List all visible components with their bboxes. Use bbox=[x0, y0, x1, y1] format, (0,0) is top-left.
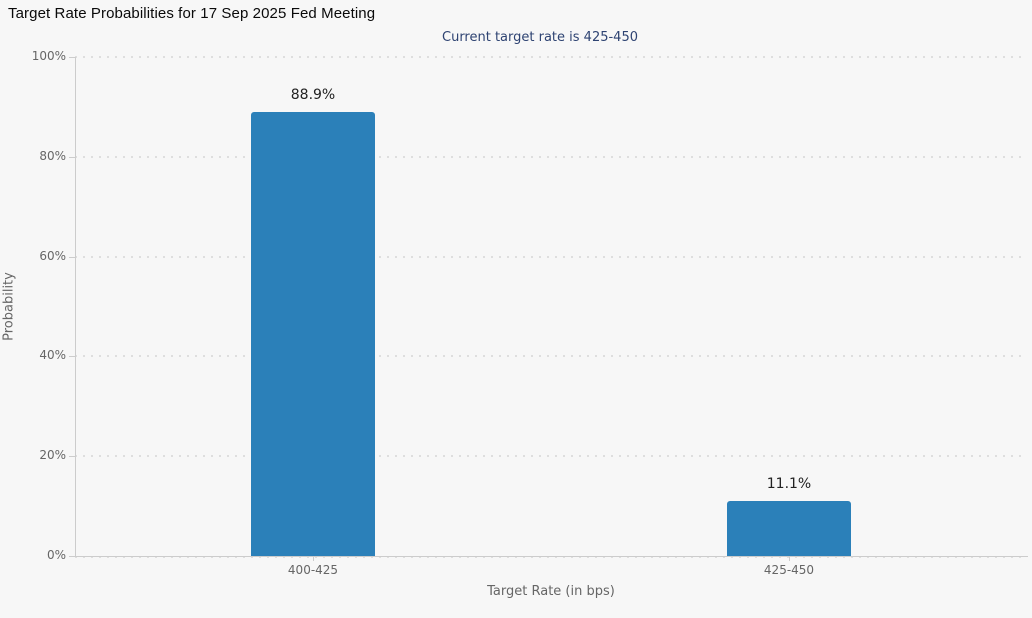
y-axis-tick bbox=[69, 556, 75, 557]
gridline-20% bbox=[75, 455, 1027, 458]
x-axis-tick bbox=[789, 557, 790, 561]
gridline-80% bbox=[75, 155, 1027, 158]
y-axis-tick bbox=[69, 57, 75, 58]
y-tick-label-0%: 0% bbox=[46, 548, 66, 562]
y-axis-tick bbox=[69, 456, 75, 458]
gridline-100% bbox=[75, 56, 1027, 58]
x-tick-label-400-425: 400-425 bbox=[287, 563, 339, 577]
chart-title: Target Rate Probabilities for 17 Sep 202… bbox=[8, 5, 376, 22]
bar-425-450[interactable] bbox=[727, 500, 851, 556]
y-axis-line bbox=[75, 57, 76, 557]
y-tick-label-60%: 60% bbox=[39, 248, 66, 263]
bar-value-label-400-425: 88.9% bbox=[290, 87, 336, 104]
gridline-60% bbox=[75, 255, 1027, 258]
x-axis-line bbox=[75, 556, 1028, 557]
x-axis-tick bbox=[313, 557, 314, 561]
y-tick-label-20%: 20% bbox=[39, 448, 66, 463]
x-axis-title: Target Rate (in bps) bbox=[487, 584, 615, 599]
y-tick-label-100%: 100% bbox=[31, 49, 66, 63]
chart-subtitle: Current target rate is 425-450 bbox=[442, 30, 638, 45]
y-tick-label-40%: 40% bbox=[39, 348, 66, 363]
gridline-40% bbox=[75, 355, 1027, 358]
y-axis-tick bbox=[69, 156, 75, 158]
y-tick-label-80%: 80% bbox=[39, 148, 66, 163]
y-axis-title: Probability bbox=[1, 272, 17, 341]
plot-area: 88.9% 11.1% bbox=[75, 56, 1027, 558]
y-axis-tick bbox=[69, 256, 75, 258]
x-tick-label-425-450: 425-450 bbox=[763, 563, 815, 577]
y-axis-tick bbox=[69, 356, 75, 358]
bar-value-label-425-450: 11.1% bbox=[766, 475, 812, 492]
bar-400-425[interactable] bbox=[251, 112, 375, 556]
